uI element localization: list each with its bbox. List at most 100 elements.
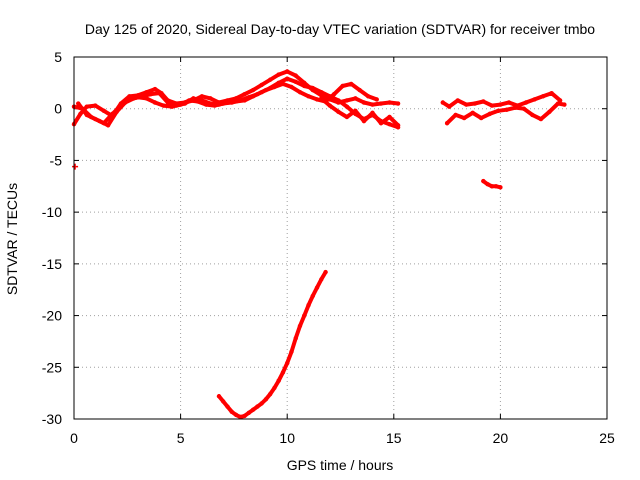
data-point	[157, 91, 162, 96]
y-tick-label: -15	[42, 256, 62, 272]
data-point	[276, 378, 281, 383]
data-point	[297, 323, 303, 329]
data-point	[250, 87, 256, 93]
data-point	[366, 94, 371, 99]
data-point	[498, 185, 503, 190]
y-tick-label: -20	[42, 308, 62, 324]
data-point	[353, 96, 358, 101]
data-point	[229, 409, 234, 414]
x-tick-label: 20	[493, 430, 509, 446]
data-point	[152, 100, 158, 105]
x-tick-label: 10	[279, 430, 295, 446]
data-point	[285, 69, 290, 74]
data-point	[259, 82, 264, 88]
data-point	[378, 120, 384, 126]
data-point	[361, 118, 367, 124]
data-point	[493, 184, 499, 189]
series-line	[217, 270, 328, 419]
data-point	[319, 96, 324, 101]
data-point	[285, 360, 290, 366]
data-point	[293, 73, 298, 78]
data-point	[319, 277, 324, 282]
data-point	[336, 98, 341, 103]
data-point	[84, 104, 89, 109]
data-point	[521, 106, 527, 111]
data-point	[78, 111, 83, 117]
series-trace-4	[319, 96, 401, 128]
data-point	[496, 108, 501, 113]
data-point	[272, 84, 277, 90]
data-point	[498, 102, 503, 107]
data-point	[370, 110, 375, 116]
data-point	[72, 163, 79, 170]
data-point	[267, 391, 273, 397]
data-point	[353, 108, 358, 113]
data-point	[387, 122, 392, 127]
x-tick-label: 25	[599, 430, 615, 446]
data-point	[361, 100, 367, 105]
data-point	[395, 101, 401, 106]
data-point	[246, 95, 252, 100]
data-point	[557, 98, 563, 103]
data-point	[395, 123, 401, 128]
data-point	[453, 112, 458, 118]
data-point	[549, 91, 554, 96]
data-point	[487, 111, 492, 117]
data-point	[310, 293, 315, 299]
data-point	[255, 92, 260, 97]
data-point	[280, 370, 286, 375]
series-trace-6	[444, 101, 567, 126]
data-point	[242, 92, 247, 97]
data-point	[233, 412, 239, 418]
data-point	[195, 99, 200, 104]
data-point	[378, 101, 384, 106]
data-point	[444, 120, 450, 126]
data-point	[105, 123, 111, 128]
data-point	[161, 103, 166, 108]
data-point	[178, 102, 183, 107]
series-line	[76, 81, 379, 126]
data-point	[485, 182, 490, 187]
data-point	[255, 404, 260, 409]
data-point	[250, 407, 256, 412]
data-point	[293, 336, 298, 341]
y-tick-label: 5	[54, 49, 62, 65]
data-point	[216, 394, 222, 399]
data-point	[101, 108, 107, 113]
data-point	[538, 116, 544, 122]
data-point	[118, 103, 124, 108]
data-point	[532, 97, 537, 102]
data-point	[336, 109, 341, 115]
data-point	[481, 99, 486, 104]
data-point	[84, 112, 89, 118]
data-point	[169, 104, 175, 109]
data-point	[110, 111, 115, 117]
y-tick-label: -5	[50, 152, 63, 168]
y-tick-label: -25	[42, 359, 62, 375]
data-point	[267, 77, 273, 82]
data-point	[289, 84, 294, 90]
data-point	[199, 94, 205, 99]
data-point	[135, 95, 141, 100]
x-axis-label: GPS time / hours	[287, 457, 394, 473]
data-point	[186, 98, 192, 103]
data-point	[293, 79, 298, 85]
data-point	[327, 103, 333, 108]
data-point	[489, 103, 495, 108]
data-point	[331, 92, 337, 97]
data-point	[148, 92, 153, 97]
data-point	[165, 100, 171, 105]
data-point	[513, 105, 518, 110]
x-tick-label: 0	[70, 430, 78, 446]
data-point	[455, 98, 460, 103]
series-trace-7	[216, 269, 328, 420]
data-point	[314, 97, 320, 102]
data-point	[555, 101, 561, 106]
y-tick-label: -10	[42, 204, 62, 220]
series-trace-1	[71, 69, 401, 127]
data-point	[263, 87, 269, 93]
chart-title: Day 125 of 2020, Sidereal Day-to-day VTE…	[85, 21, 595, 37]
series-layer	[71, 69, 567, 420]
